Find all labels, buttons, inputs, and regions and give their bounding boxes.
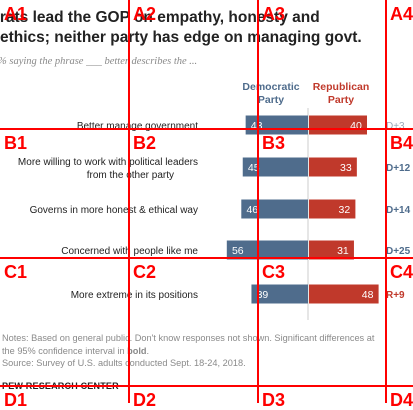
- grid-horizontal-line: [0, 257, 413, 259]
- bar-republican: [309, 199, 356, 219]
- grid-cell-label: D4: [390, 390, 413, 410]
- chart-title-line-2: ethics; neither party has edge on managi…: [0, 29, 362, 46]
- series-label-democratic: Democratic Party: [236, 81, 306, 107]
- data-label-democratic: 46: [246, 204, 258, 216]
- notes-line-2-end: .: [146, 345, 150, 356]
- data-label-republican: 31: [337, 245, 349, 257]
- grid-cell-label: D3: [262, 390, 286, 410]
- data-label-republican: 33: [340, 162, 352, 174]
- grid-cell-label: C4: [390, 262, 413, 282]
- grid-cell-label: C3: [262, 262, 286, 282]
- data-label-democratic: 43: [251, 120, 263, 132]
- notes-line-2-text: the 95% confidence interval in: [2, 345, 128, 356]
- grid-cell-label: B1: [4, 133, 28, 153]
- grid-cell-label: B2: [133, 133, 157, 153]
- bar-republican: [309, 240, 354, 260]
- grid-cell-label: A3: [262, 4, 286, 24]
- grid-horizontal-line: [0, 385, 413, 387]
- grid-cell-label: B3: [262, 133, 286, 153]
- bar-democratic: [242, 157, 308, 177]
- chart-title-line-1: mocrats lead the GOP on empathy, honesty…: [0, 9, 320, 26]
- difference-label: D+3: [386, 121, 405, 132]
- notes-line-1: Notes: Based on general public. Don't kn…: [2, 333, 375, 343]
- grid-cell-label: C2: [133, 262, 157, 282]
- bar-plot: Better manage government 43 40 D+3 More will…: [18, 108, 411, 320]
- data-label-democratic: 56: [232, 245, 244, 257]
- data-label-democratic: 45: [248, 162, 260, 174]
- category-label: Governs in more honest & ethical way: [30, 205, 198, 216]
- bar-democratic: [226, 240, 308, 260]
- series-label-republican-text: Republican Party: [312, 81, 370, 106]
- grid-cell-label: A4: [390, 4, 413, 24]
- bar-republican: [309, 157, 357, 177]
- series-label-democratic-text: Democratic Party: [242, 81, 300, 106]
- bar-republican: [309, 284, 379, 304]
- difference-label: D+25: [386, 246, 411, 257]
- notes-line-3: Source: Survey of U.S. adults conducted …: [2, 358, 246, 368]
- grid-cell-label: A2: [133, 4, 157, 24]
- bar-democratic: [251, 284, 308, 304]
- notes-line-2: the 95% confidence interval in bold.: [2, 345, 413, 358]
- data-label-republican: 48: [362, 289, 374, 301]
- difference-label: D+12: [386, 163, 411, 174]
- data-label-republican: 32: [339, 204, 351, 216]
- series-label-republican: Republican Party: [306, 81, 376, 107]
- data-label-republican: 40: [350, 120, 362, 132]
- chart-subtitle: % saying the phrase ___ better describes…: [0, 56, 198, 67]
- grid-cell-label: A1: [4, 4, 28, 24]
- grid-vertical-line: [385, 0, 387, 403]
- grid-vertical-line: [128, 0, 130, 403]
- grid-cell-label: D2: [133, 390, 157, 410]
- grid-cell-label: C1: [4, 262, 28, 282]
- grid-cell-label: B4: [390, 133, 413, 153]
- chart-notes: Notes: Based on general public. Don't kn…: [2, 332, 413, 370]
- grid-cell-label: D1: [4, 390, 28, 410]
- category-label: More willing to work with political lead…: [18, 157, 198, 181]
- category-label: More extreme in its positions: [71, 290, 198, 301]
- category-label: Better manage government: [77, 121, 198, 132]
- grid-horizontal-line: [0, 128, 413, 130]
- notes-line-2-bold: bold: [127, 345, 147, 356]
- chart-title: mocrats lead the GOP on empathy, honesty…: [0, 8, 408, 48]
- difference-label: R+9: [386, 290, 405, 301]
- data-label-democratic: 39: [257, 289, 269, 301]
- grid-vertical-line: [257, 0, 259, 403]
- difference-label: D+14: [386, 205, 411, 216]
